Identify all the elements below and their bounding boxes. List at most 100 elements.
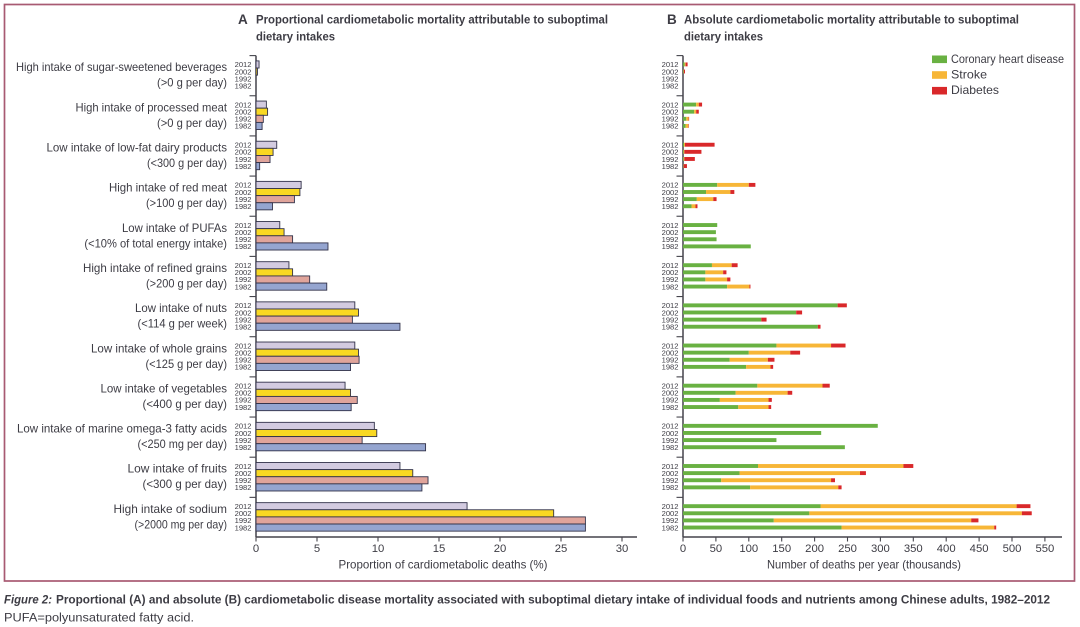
svg-text:2002: 2002	[235, 188, 252, 197]
svg-text:(<300 g per day): (<300 g per day)	[147, 156, 227, 170]
svg-text:2012: 2012	[662, 141, 679, 150]
svg-text:2012: 2012	[235, 382, 252, 391]
svg-text:Figure 2:: Figure 2:	[4, 593, 52, 607]
svg-text:150: 150	[772, 543, 791, 555]
svg-text:2002: 2002	[235, 429, 252, 438]
svg-text:2002: 2002	[235, 308, 252, 317]
svg-text:2002: 2002	[662, 389, 679, 398]
svg-text:1992: 1992	[662, 315, 679, 324]
svg-text:(>0 g per day): (>0 g per day)	[157, 116, 227, 130]
svg-text:High intake of red meat: High intake of red meat	[109, 181, 228, 195]
svg-text:Stroke: Stroke	[951, 69, 987, 82]
svg-text:1982: 1982	[235, 443, 252, 452]
svg-text:1992: 1992	[662, 235, 679, 244]
svg-text:Low intake of vegetables: Low intake of vegetables	[101, 381, 228, 395]
svg-text:300: 300	[871, 543, 890, 555]
svg-text:2012: 2012	[662, 60, 679, 69]
svg-text:2002: 2002	[662, 108, 679, 117]
svg-text:2002: 2002	[235, 348, 252, 357]
svg-text:(<400 g per day): (<400 g per day)	[143, 397, 228, 411]
svg-text:1982: 1982	[662, 162, 679, 171]
svg-text:2012: 2012	[235, 100, 252, 109]
svg-text:1992: 1992	[235, 436, 252, 445]
svg-text:2012: 2012	[235, 221, 252, 230]
svg-text:2002: 2002	[235, 268, 252, 277]
svg-text:(>2000 mg per day): (>2000 mg per day)	[135, 517, 228, 531]
svg-text:Absolute cardiometabolic morta: Absolute cardiometabolic mortality attri…	[684, 13, 1019, 27]
svg-text:1992: 1992	[662, 74, 679, 83]
svg-text:2002: 2002	[662, 228, 679, 237]
svg-text:2012: 2012	[662, 502, 679, 511]
svg-text:15: 15	[433, 543, 446, 555]
svg-text:Proportional (A) and absolute: Proportional (A) and absolute (B) cardio…	[56, 593, 1050, 607]
svg-text:1982: 1982	[662, 122, 679, 131]
svg-text:2002: 2002	[235, 469, 252, 478]
svg-text:1982: 1982	[662, 483, 679, 492]
svg-text:1992: 1992	[235, 275, 252, 284]
svg-text:1982: 1982	[235, 242, 252, 251]
svg-text:(<300 g per day): (<300 g per day)	[143, 477, 228, 491]
svg-text:2002: 2002	[235, 389, 252, 398]
svg-text:B: B	[667, 12, 677, 27]
svg-text:Low intake of PUFAs: Low intake of PUFAs	[122, 221, 227, 235]
svg-text:2012: 2012	[235, 261, 252, 270]
svg-text:250: 250	[838, 543, 857, 555]
svg-text:1982: 1982	[235, 82, 252, 91]
svg-text:Low intake of marine omega-3 f: Low intake of marine omega-3 fatty acids	[17, 422, 227, 436]
svg-text:1992: 1992	[235, 396, 252, 405]
svg-text:2002: 2002	[662, 268, 679, 277]
svg-text:1982: 1982	[662, 363, 679, 372]
svg-text:2002: 2002	[662, 469, 679, 478]
svg-text:1982: 1982	[235, 363, 252, 372]
svg-text:Number of deaths per year (tho: Number of deaths per year (thousands)	[767, 558, 961, 572]
svg-text:2002: 2002	[662, 148, 679, 157]
svg-text:2002: 2002	[662, 429, 679, 438]
svg-text:Low intake of fruits: Low intake of fruits	[128, 462, 228, 476]
svg-text:2012: 2012	[235, 462, 252, 471]
svg-text:1992: 1992	[235, 195, 252, 204]
svg-text:1992: 1992	[235, 356, 252, 365]
svg-text:5: 5	[314, 543, 320, 555]
svg-text:2012: 2012	[235, 301, 252, 310]
svg-text:(<250 mg per day): (<250 mg per day)	[138, 437, 228, 451]
svg-text:1992: 1992	[235, 516, 252, 525]
svg-text:1982: 1982	[235, 523, 252, 532]
svg-text:2012: 2012	[235, 502, 252, 511]
svg-text:1992: 1992	[235, 476, 252, 485]
svg-text:200: 200	[805, 543, 824, 555]
svg-text:500: 500	[1003, 543, 1022, 555]
svg-text:1992: 1992	[662, 115, 679, 124]
svg-text:2002: 2002	[662, 509, 679, 518]
svg-text:PUFA=polyunsaturated fatty aci: PUFA=polyunsaturated fatty acid.	[4, 611, 194, 625]
svg-text:20: 20	[494, 543, 507, 555]
svg-text:1992: 1992	[235, 315, 252, 324]
svg-text:High intake of sodium: High intake of sodium	[114, 502, 228, 516]
svg-text:1992: 1992	[662, 356, 679, 365]
svg-text:Proportional cardiometabolic m: Proportional cardiometabolic mortality a…	[256, 13, 608, 27]
svg-text:2012: 2012	[662, 301, 679, 310]
svg-text:2002: 2002	[235, 148, 252, 157]
svg-text:1992: 1992	[662, 396, 679, 405]
svg-text:2012: 2012	[662, 341, 679, 350]
svg-text:2012: 2012	[662, 100, 679, 109]
svg-text:1982: 1982	[662, 403, 679, 412]
svg-text:350: 350	[904, 543, 923, 555]
svg-text:1982: 1982	[662, 323, 679, 332]
svg-text:(>100 g per day): (>100 g per day)	[146, 196, 227, 210]
svg-text:1992: 1992	[662, 155, 679, 164]
svg-text:1982: 1982	[235, 122, 252, 131]
svg-text:2012: 2012	[662, 462, 679, 471]
svg-text:1982: 1982	[662, 242, 679, 251]
svg-text:2012: 2012	[662, 382, 679, 391]
svg-text:High intake of refined grains: High intake of refined grains	[83, 261, 227, 275]
svg-text:High intake of sugar-sweetened: High intake of sugar-sweetened beverages	[16, 60, 227, 74]
svg-text:2002: 2002	[235, 509, 252, 518]
svg-text:(<125 g per day): (<125 g per day)	[146, 357, 228, 371]
svg-text:10: 10	[372, 543, 385, 555]
svg-text:1992: 1992	[662, 275, 679, 284]
svg-text:0: 0	[680, 543, 686, 555]
svg-text:1982: 1982	[235, 162, 252, 171]
svg-text:1982: 1982	[235, 403, 252, 412]
svg-text:2012: 2012	[235, 341, 252, 350]
svg-text:2002: 2002	[235, 108, 252, 117]
